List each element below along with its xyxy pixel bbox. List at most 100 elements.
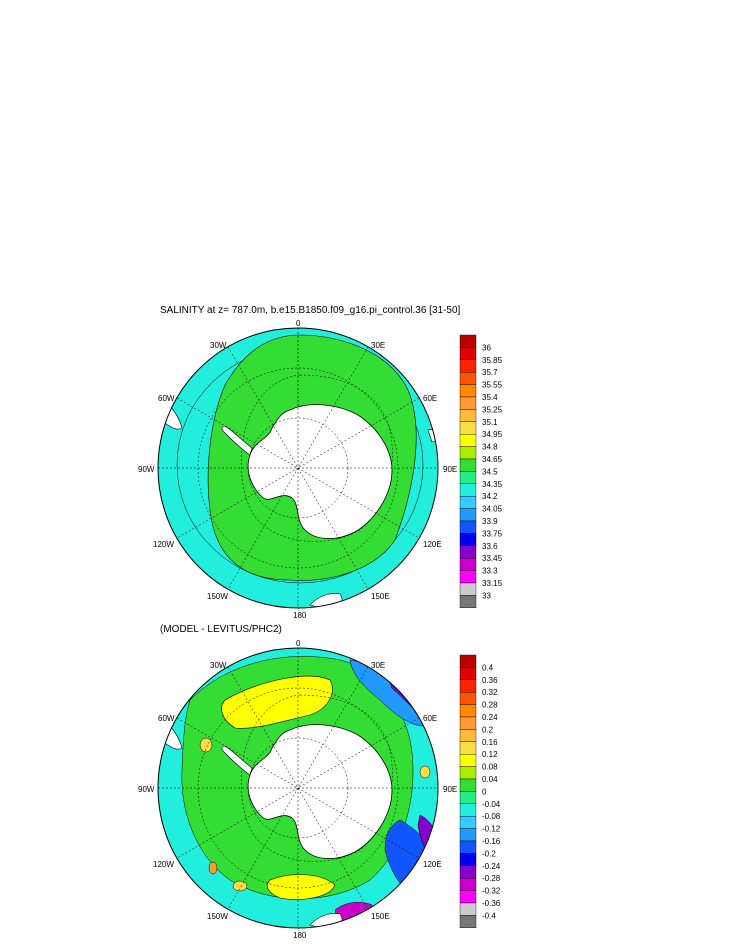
- colorbar-swatch: [459, 840, 477, 854]
- colorbar-tick-label: 35.7: [482, 368, 498, 377]
- colorbar-swatch: [459, 359, 477, 373]
- difference-hotspot-2: [232, 880, 248, 892]
- colorbar-tick-label: 0.24: [482, 713, 498, 722]
- lon-label-90e: 90E: [443, 465, 457, 474]
- colorbar-swatch: [459, 754, 477, 767]
- colorbar-swatch: [459, 396, 477, 410]
- colorbar-swatch: [459, 421, 477, 435]
- colorbar-swatch: [459, 778, 477, 792]
- lon-label-120w: 120W: [153, 540, 174, 549]
- colorbar-swatch: [459, 803, 477, 817]
- lon2-label-60e: 60E: [423, 714, 437, 723]
- colorbar-tick-label: 0.2: [482, 725, 494, 734]
- colorbar-tick-label: -0.12: [482, 825, 501, 834]
- colorbar-swatch: [459, 595, 477, 609]
- lon-label-90w: 90W: [138, 465, 155, 474]
- colorbar-swatch: [459, 902, 477, 916]
- lon-label-60w: 60W: [158, 394, 175, 403]
- colorbar-tick-label: 33: [482, 591, 491, 600]
- colorbar-tick-label: 34.35: [482, 480, 503, 489]
- difference-map-border: [157, 647, 439, 929]
- colorbar-swatch: [459, 334, 477, 348]
- lon2-label-60w: 60W: [158, 714, 175, 723]
- difference-yellow-pacific: [267, 874, 336, 900]
- colorbar-tick-label: 34.95: [482, 430, 503, 439]
- colorbar-tick-label: 34.5: [482, 467, 498, 476]
- colorbar-swatch: [459, 446, 477, 460]
- difference-hotspot-4: [419, 765, 431, 779]
- lon-label-150w: 150W: [207, 592, 228, 601]
- colorbar-swatch: [459, 766, 477, 780]
- colorbar-swatch: [459, 853, 477, 867]
- colorbar-swatch: [459, 890, 477, 904]
- colorbar-swatch: [459, 667, 477, 681]
- lon2-label-30e: 30E: [371, 661, 385, 670]
- difference-hotspot-3: [208, 861, 218, 875]
- colorbar-tick-label: -0.4: [482, 911, 496, 920]
- panel-difference: (MODEL - LEVITUS/PHC2): [138, 624, 501, 940]
- colorbar-tick-label: 36: [482, 343, 491, 352]
- colorbar-tick-label: 0.04: [482, 775, 498, 784]
- lon-label-30w: 30W: [210, 341, 227, 350]
- lon2-label-0: 0: [296, 639, 301, 648]
- colorbar-tick-label: -0.32: [482, 887, 501, 896]
- salinity-colorbar: 36 35.85 35.7 35.55 35.4 35.25 35.1 34.95 34.8 34…: [459, 334, 503, 609]
- colorbar-tick-label: 35.55: [482, 381, 503, 390]
- colorbar-tick-label: 35.1: [482, 418, 498, 427]
- colorbar-tick-label: 0: [482, 787, 487, 796]
- salinity-title: SALINITY at z= 787.0m, b.e15.B1850.f09_g…: [160, 305, 461, 316]
- colorbar-swatch: [459, 545, 477, 559]
- lon-label-0: 0: [296, 319, 301, 328]
- colorbar-swatch: [459, 471, 477, 484]
- antarctica-land: [247, 404, 393, 539]
- colorbar-tick-label: 34.2: [482, 492, 498, 501]
- colorbar-swatch: [459, 828, 477, 842]
- lon-label-120e: 120E: [423, 540, 442, 549]
- colorbar-swatch: [459, 558, 477, 571]
- colorbar-tick-label: 33.9: [482, 517, 498, 526]
- panel-salinity: SALINITY at z= 787.0m, b.e15.B1850.f09_g…: [138, 305, 503, 620]
- colorbar-swatch: [459, 741, 477, 755]
- difference-hotspot-1: [199, 737, 213, 753]
- colorbar-tick-label: 35.25: [482, 405, 503, 414]
- colorbar-tick-label: -0.04: [482, 800, 501, 809]
- difference-yellow-atlantic: [221, 675, 333, 729]
- colorbar-swatch: [459, 520, 477, 534]
- colorbar-tick-label: 0.4: [482, 663, 494, 672]
- colorbar-swatch: [459, 458, 477, 472]
- colorbar-tick-label: -0.2: [482, 849, 496, 858]
- salinity-graticule: [158, 328, 438, 608]
- lon2-label-150w: 150W: [207, 912, 228, 921]
- colorbar-tick-label: 0.12: [482, 750, 498, 759]
- colorbar-tick-label: 34.65: [482, 455, 503, 464]
- lon2-label-120e: 120E: [423, 860, 442, 869]
- colorbar-tick-label: 0.36: [482, 676, 498, 685]
- lon2-label-120w: 120W: [153, 860, 174, 869]
- colorbar-swatch: [459, 915, 477, 929]
- colorbar-swatch: [459, 483, 477, 497]
- lon2-label-90w: 90W: [138, 785, 155, 794]
- colorbar-swatch: [459, 508, 477, 522]
- difference-graticule: [158, 648, 438, 928]
- lon-label-60e: 60E: [423, 394, 437, 403]
- difference-map: [158, 648, 438, 928]
- salinity-map-border: [157, 327, 439, 609]
- difference-title: (MODEL - LEVITUS/PHC2): [160, 624, 282, 635]
- colorbar-swatch: [459, 654, 477, 668]
- antarctic-peninsula-2: [221, 746, 253, 776]
- colorbar-tick-label: 34.8: [482, 443, 498, 452]
- colorbar-tick-label: -0.28: [482, 874, 501, 883]
- colorbar-tick-label: -0.36: [482, 899, 501, 908]
- colorbar-tick-label: 35.85: [482, 356, 503, 365]
- colorbar-tick-label: 0.28: [482, 701, 498, 710]
- colorbar-tick-label: 33.15: [482, 579, 503, 588]
- colorbar-swatch: [459, 716, 477, 730]
- colorbar-swatch: [459, 692, 477, 705]
- lon2-label-90e: 90E: [443, 785, 457, 794]
- colorbar-swatch: [459, 434, 477, 447]
- lon-label-30e: 30E: [371, 341, 385, 350]
- lon2-label-150e: 150E: [371, 912, 390, 921]
- colorbar-swatch: [459, 533, 477, 547]
- colorbar-swatch: [459, 496, 477, 509]
